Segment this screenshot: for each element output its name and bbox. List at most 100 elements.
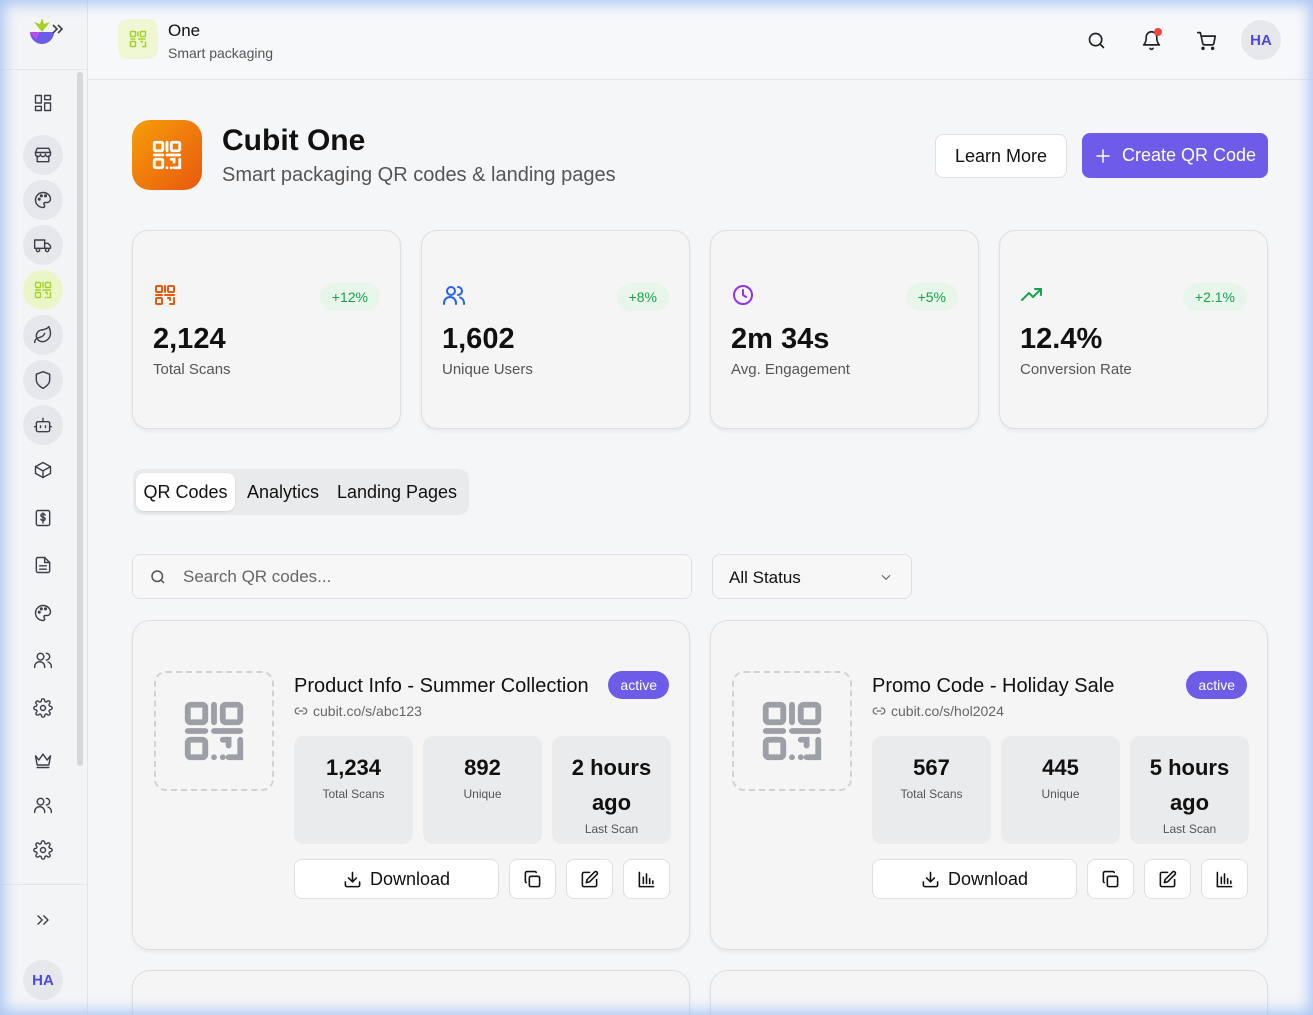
last-scan-label: Last Scan [1162, 822, 1217, 836]
last-scan-label: Last Scan [584, 822, 639, 836]
qr-code-icon [762, 701, 822, 761]
tab-landing-pages[interactable]: Landing Pages [336, 481, 458, 502]
download-button[interactable]: Download [872, 859, 1077, 899]
last-scan-stat: 5 hours ago Last Scan [1130, 736, 1249, 844]
qr-code-url[interactable]: cubit.co/s/abc123 [294, 703, 422, 719]
link-icon [294, 707, 308, 715]
shield-icon [35, 370, 51, 390]
cart-button[interactable] [1186, 20, 1226, 60]
qr-code-icon [129, 30, 147, 48]
unique-label: Unique [1041, 787, 1080, 801]
bar-chart-icon [1216, 871, 1233, 887]
sidebar-item-design[interactable] [23, 180, 63, 220]
learn-more-button[interactable]: Learn More [935, 134, 1067, 178]
download-label: Download [369, 868, 451, 889]
app-subtitle: Smart packaging [168, 45, 274, 61]
tab-qr-codes[interactable]: QR Codes [136, 473, 235, 511]
sidebar-divider [0, 884, 88, 885]
sidebar-item-automation[interactable] [23, 405, 63, 445]
qr-code-card: Promo Code - Holiday Sale active cubit.c… [710, 620, 1268, 950]
edit-button[interactable] [566, 859, 613, 899]
total-scans-stat: 567 Total Scans [872, 736, 991, 844]
tab-bar: QR Codes Analytics Landing Pages [133, 469, 469, 515]
stat-label: Unique Users [442, 361, 533, 378]
sidebar-scrollbar[interactable] [77, 72, 83, 766]
qr-code-url[interactable]: cubit.co/s/hol2024 [872, 703, 1004, 719]
stat-label: Total Scans [153, 361, 231, 378]
sidebar-item-settings[interactable] [23, 688, 63, 728]
sidebar-item-documents[interactable] [23, 545, 63, 585]
stat-change-badge: +12% [319, 283, 380, 311]
bell-icon [1142, 30, 1160, 50]
truck-icon [33, 239, 52, 253]
unique-value: 892 [464, 755, 501, 780]
sidebar-item-themes[interactable] [23, 593, 63, 633]
edit-icon [1159, 870, 1177, 887]
status-badge: active [608, 671, 669, 699]
notifications-button[interactable] [1131, 20, 1171, 60]
clock-icon [731, 283, 757, 309]
sidebar-item-members[interactable] [23, 785, 63, 825]
status-filter-select[interactable]: All Status [712, 554, 912, 599]
sidebar-item-qr-codes[interactable] [23, 270, 63, 310]
leaf-icon [33, 325, 52, 344]
stat-value: 12.4% [1020, 323, 1103, 355]
sidebar-expand-button[interactable] [23, 900, 63, 940]
total-scans-stat: 1,234 Total Scans [294, 736, 413, 844]
analytics-button[interactable] [1201, 859, 1248, 899]
status-filter-value: All Status [729, 568, 801, 587]
stat-value: 2m 34s [731, 323, 830, 355]
qr-code-url-text: cubit.co/s/abc123 [313, 703, 422, 719]
edit-icon [581, 870, 599, 887]
sidebar-item-shipping[interactable] [23, 225, 63, 265]
qr-code-title[interactable]: Product Info - Summer Collection [294, 675, 589, 697]
sidebar-item-products[interactable] [23, 450, 63, 490]
notification-dot [1154, 28, 1162, 36]
sidebar-item-store[interactable] [23, 135, 63, 175]
user-avatar[interactable]: HA [1241, 20, 1281, 60]
stat-card-unique-users: +8% 1,602 Unique Users [421, 230, 690, 429]
total-scans-label: Total Scans [322, 787, 385, 801]
edit-button[interactable] [1144, 859, 1191, 899]
sidebar-item-billing[interactable] [23, 498, 63, 538]
avatar[interactable]: HA [23, 960, 63, 1000]
qr-code-title[interactable]: Promo Code - Holiday Sale [872, 675, 1115, 697]
qr-code-icon [153, 283, 179, 309]
sidebar-item-preferences[interactable] [23, 830, 63, 870]
download-label: Download [947, 868, 1029, 889]
sidebar-item-team[interactable] [23, 640, 63, 680]
sidebar-item-dashboard[interactable] [23, 83, 63, 123]
stat-card-conversion-rate: +2.1% 12.4% Conversion Rate [999, 230, 1268, 429]
dollar-icon [35, 509, 51, 527]
link-icon [872, 707, 886, 715]
stat-card-total-scans: +12% 2,124 Total Scans [132, 230, 401, 429]
stat-value: 2,124 [153, 323, 226, 355]
create-qr-code-button[interactable]: Create QR Code [1082, 133, 1268, 178]
app-title: One [168, 21, 201, 40]
stat-label: Conversion Rate [1020, 361, 1132, 378]
sidebar-item-security[interactable] [23, 360, 63, 400]
qr-code-preview[interactable] [154, 671, 274, 791]
analytics-button[interactable] [623, 859, 670, 899]
qr-code-url-text: cubit.co/s/hol2024 [891, 703, 1004, 719]
last-scan-value: 5 hours ago [1149, 755, 1230, 815]
copy-button[interactable] [1087, 859, 1134, 899]
stat-label: Avg. Engagement [731, 361, 850, 378]
hero-qr-icon [132, 120, 202, 190]
copy-button[interactable] [509, 859, 556, 899]
search-input[interactable] [183, 565, 663, 589]
tab-analytics[interactable]: Analytics [246, 481, 320, 502]
sidebar-item-premium[interactable] [23, 740, 63, 780]
bar-chart-icon [638, 871, 655, 887]
total-scans-value: 567 [913, 755, 950, 780]
copy-icon [524, 870, 541, 887]
brand-logo[interactable] [26, 16, 66, 52]
download-button[interactable]: Download [294, 859, 499, 899]
total-scans-label: Total Scans [900, 787, 963, 801]
stat-change-badge: +8% [616, 283, 669, 311]
search-button[interactable] [1076, 20, 1116, 60]
top-bar: One Smart packaging HA [88, 0, 1313, 80]
store-icon [34, 147, 52, 163]
sidebar-item-sustainability[interactable] [23, 315, 63, 355]
qr-code-preview[interactable] [732, 671, 852, 791]
